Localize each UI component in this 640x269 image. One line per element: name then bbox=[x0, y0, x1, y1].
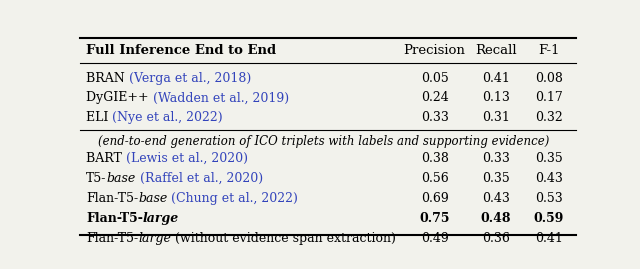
Text: T5-: T5- bbox=[86, 172, 106, 185]
Text: DyGIE++: DyGIE++ bbox=[86, 91, 152, 104]
Text: (Raffel et al., 2020): (Raffel et al., 2020) bbox=[136, 172, 262, 185]
Text: BART: BART bbox=[86, 152, 126, 165]
Text: 0.43: 0.43 bbox=[535, 172, 563, 185]
Text: 0.08: 0.08 bbox=[535, 72, 563, 84]
Text: 0.35: 0.35 bbox=[482, 172, 509, 185]
Text: (Chung et al., 2022): (Chung et al., 2022) bbox=[167, 192, 298, 205]
Text: 0.75: 0.75 bbox=[419, 212, 450, 225]
Text: 0.48: 0.48 bbox=[481, 212, 511, 225]
Text: 0.38: 0.38 bbox=[420, 152, 449, 165]
Text: 0.17: 0.17 bbox=[535, 91, 563, 104]
Text: ELI: ELI bbox=[86, 111, 113, 124]
Text: 0.33: 0.33 bbox=[482, 152, 509, 165]
Text: 0.35: 0.35 bbox=[535, 152, 563, 165]
Text: 0.49: 0.49 bbox=[420, 232, 449, 245]
Text: large: large bbox=[143, 212, 179, 225]
Text: 0.32: 0.32 bbox=[535, 111, 563, 124]
Text: 0.41: 0.41 bbox=[482, 72, 509, 84]
Text: (without evidence span extraction): (without evidence span extraction) bbox=[171, 232, 396, 245]
Text: base: base bbox=[106, 172, 136, 185]
Text: 0.13: 0.13 bbox=[482, 91, 509, 104]
Text: 0.53: 0.53 bbox=[535, 192, 563, 205]
Text: Flan-T5-: Flan-T5- bbox=[86, 192, 138, 205]
Text: large: large bbox=[138, 232, 171, 245]
Text: Recall: Recall bbox=[475, 44, 516, 57]
Text: 0.31: 0.31 bbox=[482, 111, 509, 124]
Text: Precision: Precision bbox=[404, 44, 465, 57]
Text: BRAN: BRAN bbox=[86, 72, 129, 84]
Text: 0.69: 0.69 bbox=[420, 192, 449, 205]
Text: 0.56: 0.56 bbox=[420, 172, 449, 185]
Text: (Verga et al., 2018): (Verga et al., 2018) bbox=[129, 72, 251, 84]
Text: F-1: F-1 bbox=[538, 44, 559, 57]
Text: (Nye et al., 2022): (Nye et al., 2022) bbox=[113, 111, 223, 124]
Text: Flan-T5-: Flan-T5- bbox=[86, 232, 138, 245]
Text: Full Inference End to End: Full Inference End to End bbox=[86, 44, 276, 57]
Text: 0.41: 0.41 bbox=[535, 232, 563, 245]
Text: (Wadden et al., 2019): (Wadden et al., 2019) bbox=[152, 91, 289, 104]
Text: 0.05: 0.05 bbox=[420, 72, 449, 84]
Text: 0.43: 0.43 bbox=[482, 192, 509, 205]
Text: 0.36: 0.36 bbox=[482, 232, 509, 245]
Text: Flan-T5-: Flan-T5- bbox=[86, 212, 143, 225]
Text: 0.33: 0.33 bbox=[420, 111, 449, 124]
Text: 0.59: 0.59 bbox=[534, 212, 564, 225]
Text: (Lewis et al., 2020): (Lewis et al., 2020) bbox=[126, 152, 248, 165]
Text: (end-to-end generation of ICO triplets with labels and supporting evidence): (end-to-end generation of ICO triplets w… bbox=[99, 134, 550, 148]
Text: 0.24: 0.24 bbox=[420, 91, 449, 104]
Text: base: base bbox=[138, 192, 167, 205]
